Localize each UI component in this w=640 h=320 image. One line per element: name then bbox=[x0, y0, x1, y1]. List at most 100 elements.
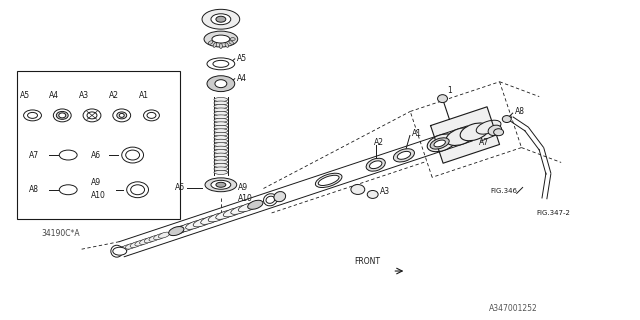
Ellipse shape bbox=[87, 112, 97, 119]
Ellipse shape bbox=[266, 196, 275, 203]
Text: A10: A10 bbox=[238, 194, 253, 203]
Ellipse shape bbox=[367, 190, 378, 198]
Ellipse shape bbox=[214, 149, 228, 154]
Ellipse shape bbox=[214, 122, 228, 126]
Ellipse shape bbox=[135, 240, 147, 246]
Ellipse shape bbox=[460, 123, 489, 141]
Ellipse shape bbox=[214, 139, 228, 143]
Ellipse shape bbox=[446, 128, 475, 146]
Ellipse shape bbox=[428, 134, 456, 152]
Ellipse shape bbox=[208, 41, 213, 44]
Text: A9: A9 bbox=[91, 178, 101, 187]
Ellipse shape bbox=[231, 205, 250, 214]
Text: A9: A9 bbox=[238, 183, 248, 192]
Text: 34190C*A: 34190C*A bbox=[42, 229, 80, 238]
Ellipse shape bbox=[214, 156, 228, 161]
Polygon shape bbox=[431, 107, 500, 163]
Text: A3: A3 bbox=[79, 91, 89, 100]
Text: A7: A7 bbox=[479, 138, 489, 147]
Ellipse shape bbox=[215, 80, 227, 88]
Ellipse shape bbox=[214, 98, 228, 101]
Ellipse shape bbox=[171, 225, 189, 234]
Ellipse shape bbox=[149, 235, 161, 241]
Ellipse shape bbox=[220, 44, 222, 48]
Ellipse shape bbox=[154, 234, 165, 240]
Ellipse shape bbox=[438, 95, 447, 103]
Ellipse shape bbox=[430, 138, 449, 149]
Ellipse shape bbox=[83, 109, 101, 122]
Text: A7: A7 bbox=[29, 150, 38, 160]
Ellipse shape bbox=[351, 185, 365, 195]
Ellipse shape bbox=[204, 31, 237, 47]
Text: FIG.347-2: FIG.347-2 bbox=[536, 210, 570, 216]
Text: A10: A10 bbox=[91, 191, 106, 200]
Ellipse shape bbox=[230, 37, 236, 41]
Ellipse shape bbox=[205, 178, 237, 192]
Ellipse shape bbox=[53, 109, 71, 122]
Ellipse shape bbox=[264, 194, 277, 206]
Circle shape bbox=[111, 245, 123, 257]
Text: A3: A3 bbox=[380, 187, 390, 196]
Ellipse shape bbox=[366, 158, 385, 171]
Ellipse shape bbox=[125, 243, 137, 249]
Ellipse shape bbox=[113, 109, 131, 122]
Ellipse shape bbox=[201, 215, 220, 224]
Ellipse shape bbox=[140, 238, 151, 244]
Text: A6: A6 bbox=[91, 150, 101, 160]
Bar bbox=[17, 71, 180, 220]
Ellipse shape bbox=[60, 150, 77, 160]
Ellipse shape bbox=[488, 125, 502, 135]
Ellipse shape bbox=[476, 120, 501, 134]
Ellipse shape bbox=[116, 246, 127, 252]
Ellipse shape bbox=[394, 149, 415, 162]
Ellipse shape bbox=[214, 108, 228, 112]
Ellipse shape bbox=[213, 60, 228, 67]
Ellipse shape bbox=[214, 160, 228, 164]
Ellipse shape bbox=[214, 129, 228, 133]
Ellipse shape bbox=[316, 173, 342, 188]
Ellipse shape bbox=[211, 180, 231, 189]
Ellipse shape bbox=[147, 112, 156, 118]
Text: FIG.346: FIG.346 bbox=[490, 188, 517, 195]
Ellipse shape bbox=[178, 223, 197, 232]
Text: A5: A5 bbox=[237, 54, 247, 63]
Ellipse shape bbox=[143, 110, 159, 121]
Ellipse shape bbox=[225, 43, 228, 47]
Text: A8: A8 bbox=[29, 185, 38, 194]
Ellipse shape bbox=[397, 151, 411, 159]
Ellipse shape bbox=[24, 110, 42, 121]
Ellipse shape bbox=[214, 171, 228, 174]
Ellipse shape bbox=[216, 210, 235, 219]
Ellipse shape bbox=[60, 185, 77, 195]
Text: A2: A2 bbox=[109, 91, 119, 100]
Text: A1: A1 bbox=[412, 129, 422, 138]
Text: A4: A4 bbox=[237, 74, 247, 83]
Ellipse shape bbox=[214, 125, 228, 129]
Text: A4: A4 bbox=[49, 91, 60, 100]
Ellipse shape bbox=[216, 182, 226, 187]
Ellipse shape bbox=[493, 129, 504, 136]
Text: A2: A2 bbox=[374, 139, 384, 148]
Ellipse shape bbox=[214, 143, 228, 147]
Ellipse shape bbox=[207, 58, 235, 70]
Text: A5: A5 bbox=[20, 91, 29, 100]
Ellipse shape bbox=[59, 113, 66, 118]
Text: A347001252: A347001252 bbox=[488, 304, 537, 313]
Ellipse shape bbox=[127, 182, 148, 198]
Ellipse shape bbox=[214, 146, 228, 150]
Ellipse shape bbox=[119, 113, 124, 117]
Ellipse shape bbox=[214, 118, 228, 122]
Ellipse shape bbox=[169, 227, 184, 236]
Ellipse shape bbox=[214, 164, 228, 167]
Ellipse shape bbox=[223, 208, 242, 217]
Ellipse shape bbox=[214, 101, 228, 105]
Ellipse shape bbox=[229, 41, 234, 44]
Text: 1: 1 bbox=[447, 86, 452, 95]
Ellipse shape bbox=[214, 105, 228, 108]
Ellipse shape bbox=[130, 242, 141, 248]
Ellipse shape bbox=[202, 9, 240, 29]
Ellipse shape bbox=[502, 116, 511, 123]
Ellipse shape bbox=[186, 220, 205, 229]
Ellipse shape bbox=[274, 192, 285, 202]
Ellipse shape bbox=[122, 147, 143, 163]
